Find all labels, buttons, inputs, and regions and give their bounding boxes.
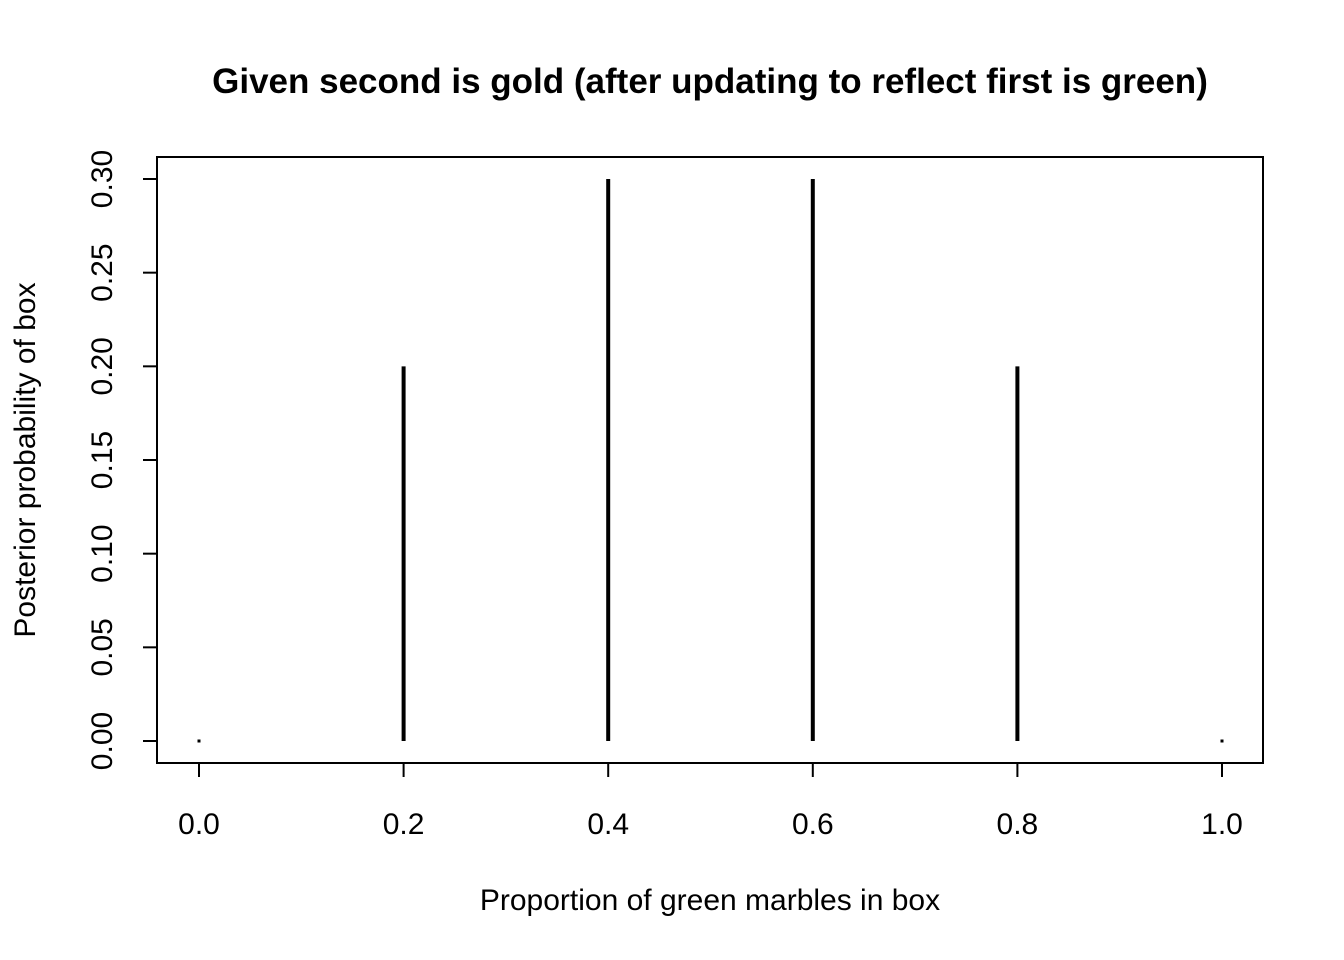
y-axis-label: Posterior probability of box bbox=[9, 282, 42, 637]
x-tick-label: 0.6 bbox=[792, 808, 834, 841]
y-tick-label: 0.05 bbox=[86, 618, 119, 676]
data-spikes bbox=[197, 179, 1224, 743]
y-tick-label: 0.20 bbox=[86, 337, 119, 395]
spike-1.0 bbox=[1220, 739, 1224, 743]
x-axis-label: Proportion of green marbles in box bbox=[480, 884, 940, 917]
spike-0.0 bbox=[197, 739, 201, 743]
x-tick-label: 0.0 bbox=[178, 808, 220, 841]
y-tick-label: 0.25 bbox=[86, 243, 119, 301]
y-axis: 0.00 0.05 0.10 0.15 0.20 0.25 0.30 bbox=[86, 150, 158, 770]
x-tick-label: 1.0 bbox=[1201, 808, 1243, 841]
x-tick-label: 0.4 bbox=[587, 808, 629, 841]
chart-title: Given second is gold (after updating to … bbox=[212, 62, 1208, 101]
x-tick-label: 0.8 bbox=[997, 808, 1039, 841]
y-tick-label: 0.15 bbox=[86, 431, 119, 489]
y-tick-label: 0.10 bbox=[86, 524, 119, 582]
y-tick-label: 0.30 bbox=[86, 150, 119, 208]
x-tick-label: 0.2 bbox=[383, 808, 425, 841]
y-tick-label: 0.00 bbox=[86, 712, 119, 770]
x-axis: 0.0 0.2 0.4 0.6 0.8 1.0 bbox=[178, 762, 1243, 841]
